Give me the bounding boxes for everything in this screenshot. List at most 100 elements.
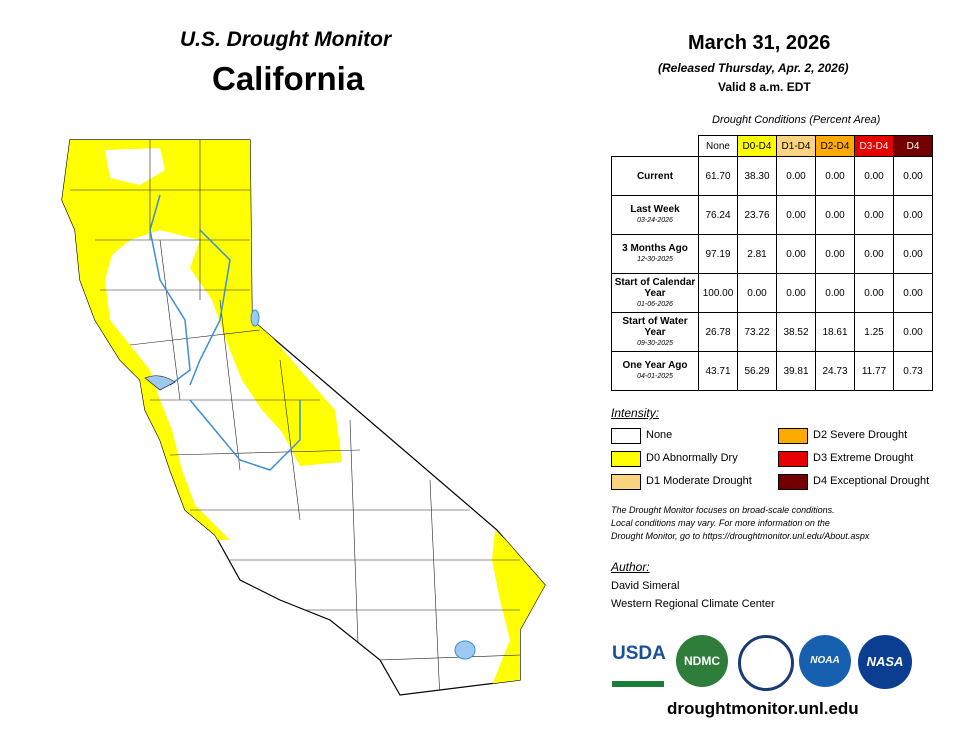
cell: 97.19 — [698, 234, 738, 274]
table-row: Start of Calendar Year 01-06-2026 100.00 0.… — [611, 273, 933, 313]
row-label: Start of Water Year 09-30-2025 — [611, 312, 699, 352]
corner — [612, 136, 699, 157]
row-name: One Year Ago — [622, 360, 688, 371]
cell: 100.00 — [698, 273, 738, 313]
author-title: Author: — [611, 560, 650, 574]
cell: 0.00 — [854, 234, 894, 274]
legend-label: D2 Severe Drought — [813, 429, 908, 441]
cell: 0.00 — [815, 234, 855, 274]
column-header: None — [698, 135, 738, 157]
cell: 26.78 — [698, 312, 738, 352]
cell: 0.00 — [893, 234, 933, 274]
row-name: Current — [636, 170, 674, 182]
cell: 0.00 — [815, 156, 855, 196]
cell: 0.00 — [893, 195, 933, 235]
map — [61, 139, 546, 696]
salton-sea — [454, 640, 476, 660]
cell: 0.00 — [893, 156, 933, 196]
legend-title: Intensity: — [611, 406, 660, 420]
row-label: Last Week 03-24-2026 — [611, 195, 699, 235]
column-header: D0-D4 — [737, 135, 777, 157]
row-name: 3 Months Ago — [622, 243, 688, 254]
legend-label: D0 Abnormally Dry — [646, 452, 738, 464]
nasa-logo: NASA — [858, 635, 912, 689]
author-name: David Simeral — [611, 580, 680, 592]
cell: 38.52 — [776, 312, 816, 352]
cell: 39.81 — [776, 351, 816, 391]
title: U.S. Drought Monitor — [180, 28, 392, 51]
row-name: Last Week — [630, 204, 680, 215]
date: March 31, 2026 — [688, 32, 831, 54]
table-row: One Year Ago 04-01-2025 43.71 56.29 39.81 24.… — [611, 351, 933, 391]
cell: 61.70 — [698, 156, 738, 196]
table-row: Start of Water Year 09-30-2025 26.78 73.22 3… — [611, 312, 933, 352]
cell: 0.00 — [854, 273, 894, 313]
table-row: 3 Months Ago 12-30-2025 97.19 2.81 0.00 0.00 0… — [611, 234, 933, 274]
region: California — [212, 60, 365, 97]
legend-swatch — [611, 474, 641, 490]
cell: 0.00 — [776, 195, 816, 235]
cell: 11.77 — [854, 351, 894, 391]
released: (Released Thursday, Apr. 2, 2026) — [658, 61, 849, 75]
cell: 0.00 — [815, 195, 855, 235]
cell: 24.73 — [815, 351, 855, 391]
cell: 23.76 — [737, 195, 777, 235]
author-org: Western Regional Climate Center — [611, 598, 775, 610]
cell: 0.73 — [893, 351, 933, 391]
rivers — [149, 194, 301, 471]
legend-swatch — [611, 428, 641, 444]
county-lines — [70, 140, 521, 695]
cell: 0.00 — [776, 156, 816, 196]
row-date: 12-30-2025 — [637, 256, 673, 263]
cell: 0.00 — [893, 312, 933, 352]
cell: 0.00 — [776, 234, 816, 274]
cell: 0.00 — [815, 273, 855, 313]
cell: 0.00 — [737, 273, 777, 313]
cell: 0.00 — [893, 273, 933, 313]
bay — [144, 375, 176, 391]
noaa-logo: NOAA — [799, 635, 851, 687]
row-label: 3 Months Ago 12-30-2025 — [611, 234, 699, 274]
conditions-table: None D0-D4 D1-D4 D2-D4 D3-D4 D4 Current 61.70 38… — [611, 135, 933, 391]
row-label: Current — [611, 156, 699, 196]
cell: 73.22 — [737, 312, 777, 352]
row-label: Start of Calendar Year 01-06-2026 — [611, 273, 699, 313]
column-header: D1-D4 — [776, 135, 816, 157]
column-header: D3-D4 — [854, 135, 894, 157]
column-header: D4 — [893, 135, 933, 157]
row-date: 09-30-2025 — [637, 339, 673, 347]
cell: 76.24 — [698, 195, 738, 235]
usda-logo: USDA — [612, 643, 666, 687]
header-row: None D0-D4 D1-D4 D2-D4 D3-D4 D4 — [612, 135, 933, 157]
table-caption: Drought Conditions (Percent Area) — [712, 114, 881, 126]
doc-logo — [738, 635, 794, 691]
note: The Drought Monitor focuses on broad-sca… — [611, 504, 869, 543]
column-header: D2-D4 — [815, 135, 855, 157]
legend-swatch — [778, 428, 808, 444]
cell: 0.00 — [776, 273, 816, 313]
row-label: One Year Ago 04-01-2025 — [611, 351, 699, 391]
row-name: Start of Water Year — [622, 315, 688, 338]
valid: Valid 8 a.m. EDT — [718, 80, 811, 94]
cell: 18.61 — [815, 312, 855, 352]
ndmc-logo: NDMC — [676, 635, 728, 687]
cell: 2.81 — [737, 234, 777, 274]
note-line: Drought Monitor, go to https://droughtmo… — [611, 531, 870, 541]
row-name: Start of Calendar Year — [614, 276, 696, 299]
row-date: 03-24-2026 — [637, 217, 673, 224]
cell: 38.30 — [737, 156, 777, 196]
legend-label: D4 Exceptional Drought — [813, 475, 930, 487]
note-line: The Drought Monitor focuses on broad-sca… — [611, 505, 835, 515]
row-date: 01-06-2026 — [637, 300, 673, 308]
legend-label: D1 Moderate Drought — [646, 475, 752, 487]
footer-url: droughtmonitor.unl.edu — [667, 699, 859, 718]
cell: 0.00 — [854, 195, 894, 235]
lake-tahoe — [250, 309, 260, 327]
legend-label: None — [646, 429, 673, 441]
legend-label: D3 Extreme Drought — [813, 452, 914, 464]
cell: 43.71 — [698, 351, 738, 391]
note-line: Local conditions may vary. For more info… — [611, 518, 830, 528]
legend-swatch — [778, 451, 808, 467]
table-row: Current 61.70 38.30 0.00 0.00 0.00 0.00 — [611, 156, 933, 196]
